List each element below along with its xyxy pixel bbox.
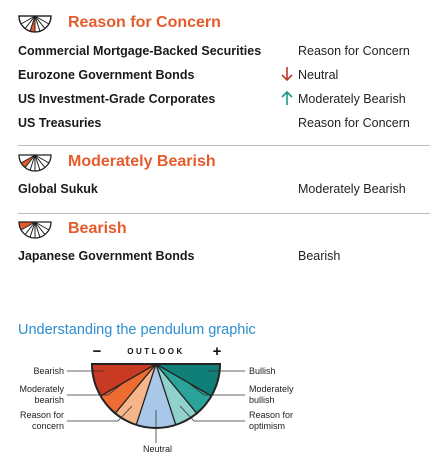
table-row: Eurozone Government Bonds Neutral	[18, 65, 430, 87]
table-row: Commercial Mortgage-Backed Securities Re…	[18, 41, 430, 63]
wedge-reason-for-concern	[115, 364, 156, 425]
wedge-bearish	[92, 364, 156, 396]
label-bullish: Bullish	[249, 366, 276, 376]
pendulum-icon	[18, 154, 52, 172]
label-moderately-bullish: Moderately bullish	[249, 384, 294, 405]
pendulum-graphic: − OUTLOOK +	[67, 343, 245, 443]
section-title: Moderately Bearish	[68, 153, 216, 170]
wedge-moderately-bullish	[156, 364, 212, 414]
outlook-minus: −	[93, 343, 102, 360]
section-title: Reason for Concern	[68, 14, 221, 31]
asset-status: Moderately Bearish	[298, 92, 406, 106]
table-row: US Treasuries Reason for Concern	[18, 113, 430, 135]
section-header	[18, 12, 52, 36]
asset-name: US Investment-Grade Corporates	[18, 92, 216, 106]
wedge-moderately-bearish	[100, 364, 156, 414]
label-neutral: Neutral	[143, 444, 173, 454]
asset-name: Global Sukuk	[18, 182, 98, 196]
section-title: Bearish	[68, 220, 127, 237]
asset-name: Japanese Government Bonds	[18, 249, 195, 263]
asset-status: Reason for Concern	[298, 44, 410, 58]
arrow-down-icon	[281, 67, 293, 82]
pendulum-wedges	[90, 363, 222, 429]
asset-status: Neutral	[298, 68, 339, 82]
pendulum-icon	[18, 221, 52, 239]
divider	[18, 145, 430, 146]
table-row: Global Sukuk Moderately Bearish	[18, 179, 430, 201]
asset-name: Commercial Mortgage-Backed Securities	[18, 44, 262, 58]
pendulum-icon	[18, 15, 52, 33]
wedge-bullish	[156, 364, 220, 396]
label-moderately-bearish: Moderately bearish	[19, 384, 64, 405]
table-row: US Investment-Grade Corporates Moderatel…	[18, 89, 430, 111]
asset-status: Reason for Concern	[298, 116, 410, 130]
explainer-title: Understanding the pendulum graphic	[18, 322, 256, 338]
asset-status: Moderately Bearish	[298, 182, 406, 196]
outlook-plus: +	[213, 343, 222, 360]
table-row: Japanese Government Bonds Bearish	[18, 246, 430, 268]
wedge-neutral	[136, 364, 176, 429]
asset-name: Eurozone Government Bonds	[18, 68, 195, 82]
label-reason-for-concern: Reason for concern	[19, 410, 64, 431]
asset-status: Bearish	[298, 249, 341, 263]
wedge-reason-for-optimism	[156, 364, 197, 425]
outlook-label: OUTLOOK	[127, 347, 185, 356]
label-bearish: Bearish	[33, 366, 64, 376]
label-reason-for-optimism: Reason for optimism	[249, 410, 294, 431]
section-header	[18, 151, 52, 175]
divider	[18, 213, 430, 214]
arrow-up-icon	[281, 90, 293, 105]
asset-name: US Treasuries	[18, 116, 102, 130]
section-header	[18, 218, 52, 242]
